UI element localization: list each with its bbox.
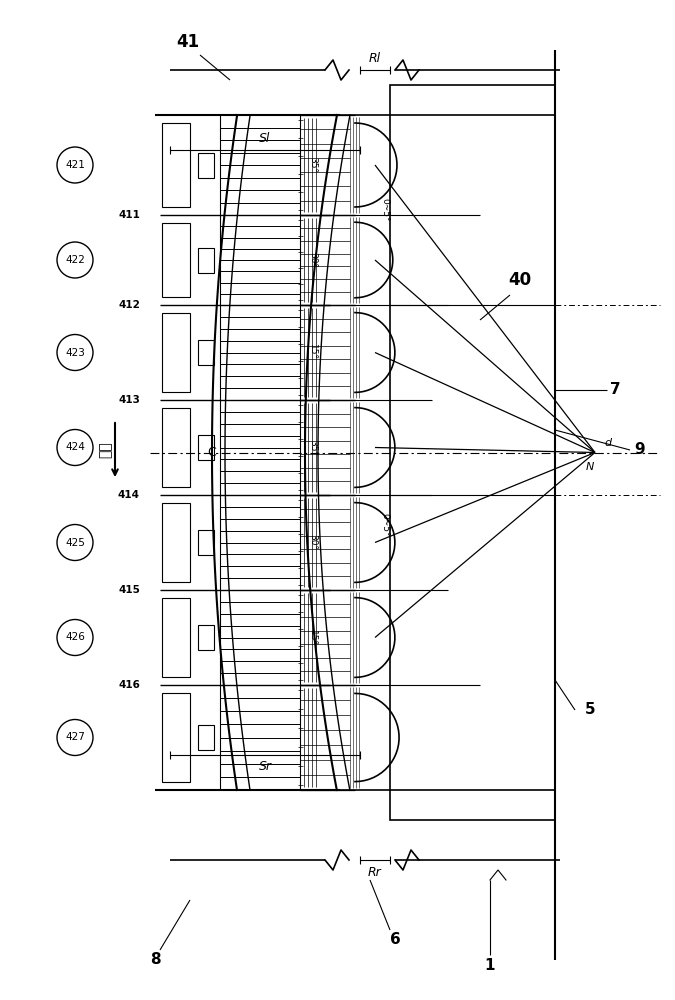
Text: N: N <box>586 462 594 473</box>
Text: 416: 416 <box>118 680 140 690</box>
Text: 40: 40 <box>508 271 532 289</box>
Bar <box>198 725 214 750</box>
Bar <box>162 123 190 207</box>
Text: d: d <box>604 438 612 448</box>
Bar <box>162 313 190 392</box>
Text: 423: 423 <box>65 348 85 358</box>
Text: 6: 6 <box>389 932 400 948</box>
Bar <box>390 85 555 820</box>
Text: 30°: 30° <box>308 534 317 550</box>
Text: 413: 413 <box>118 395 140 405</box>
Text: 15°: 15° <box>308 630 317 646</box>
Text: 15°: 15° <box>308 344 317 360</box>
Text: C: C <box>208 446 217 459</box>
Text: 水流: 水流 <box>98 442 112 458</box>
Text: 5: 5 <box>585 702 595 718</box>
Text: 426: 426 <box>65 633 85 643</box>
Text: Sr: Sr <box>259 760 271 774</box>
Bar <box>162 598 190 677</box>
Text: 1: 1 <box>485 958 495 972</box>
Text: 9: 9 <box>634 442 645 458</box>
Text: 422: 422 <box>65 255 85 265</box>
Bar <box>198 152 214 178</box>
Bar <box>198 625 214 650</box>
Text: Sl: Sl <box>259 131 271 144</box>
Bar <box>162 223 190 297</box>
Text: 41: 41 <box>176 33 200 51</box>
Bar <box>198 530 214 555</box>
Text: 424: 424 <box>65 442 85 452</box>
Text: 421: 421 <box>65 160 85 170</box>
Text: 427: 427 <box>65 732 85 742</box>
Text: 7: 7 <box>610 382 620 397</box>
Text: 35°: 35° <box>308 440 317 456</box>
Bar <box>198 247 214 272</box>
Text: 35°: 35° <box>308 157 317 173</box>
Text: 414: 414 <box>118 490 140 500</box>
Bar <box>198 435 214 460</box>
Text: 412: 412 <box>118 300 140 310</box>
Text: 415: 415 <box>118 585 140 595</box>
Bar <box>162 503 190 582</box>
Text: 0~5°: 0~5° <box>380 198 389 222</box>
Text: Rl: Rl <box>369 51 381 64</box>
Text: 425: 425 <box>65 538 85 548</box>
Text: 30°: 30° <box>308 252 317 268</box>
Text: 8: 8 <box>150 952 161 968</box>
Text: 411: 411 <box>118 210 140 220</box>
Bar <box>162 408 190 487</box>
Text: Rr: Rr <box>368 865 382 879</box>
Bar <box>198 340 214 365</box>
Text: 0~5°: 0~5° <box>380 513 389 537</box>
Bar <box>162 693 190 782</box>
